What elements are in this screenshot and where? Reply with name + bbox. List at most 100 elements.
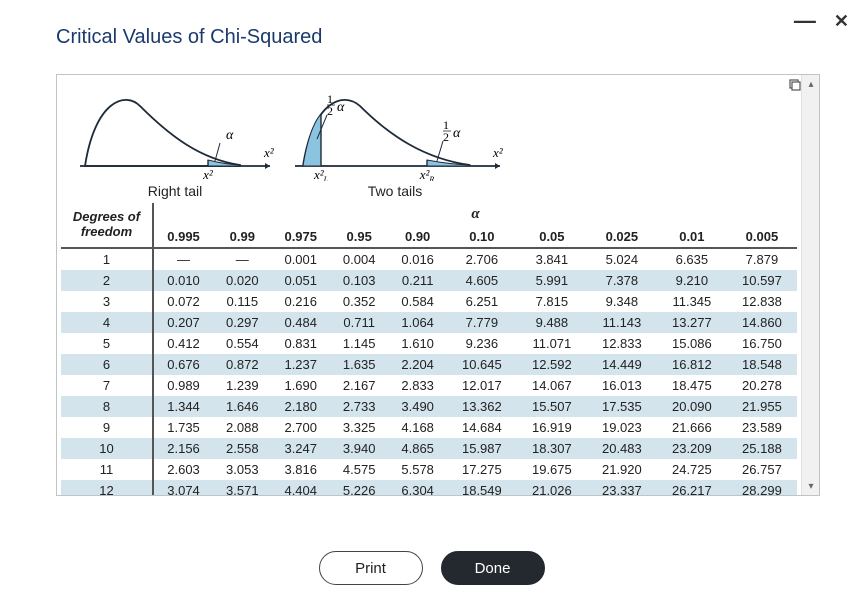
value-cell: 0.211 xyxy=(388,270,446,291)
table-row: 20.0100.0200.0510.1030.2114.6055.9917.37… xyxy=(61,270,797,291)
svg-text:2: 2 xyxy=(443,130,449,144)
value-cell: 9.348 xyxy=(587,291,657,312)
value-cell: 2.088 xyxy=(213,417,271,438)
value-cell: 21.666 xyxy=(657,417,727,438)
value-cell: 12.592 xyxy=(517,354,587,375)
content-panel: x² x² α Right tail xyxy=(56,74,820,496)
svg-text:x²: x² xyxy=(202,167,214,181)
value-cell: 12.833 xyxy=(587,333,657,354)
df-cell: 10 xyxy=(61,438,153,459)
value-cell: 23.337 xyxy=(587,480,657,495)
value-cell: 0.989 xyxy=(153,375,213,396)
value-cell: 1.646 xyxy=(213,396,271,417)
value-cell: 5.024 xyxy=(587,248,657,270)
value-cell: 4.575 xyxy=(330,459,388,480)
right-tail-caption: Right tail xyxy=(65,183,285,199)
value-cell: 2.603 xyxy=(153,459,213,480)
value-cell: 5.226 xyxy=(330,480,388,495)
value-cell: 19.023 xyxy=(587,417,657,438)
df-cell: 4 xyxy=(61,312,153,333)
value-cell: 2.558 xyxy=(213,438,271,459)
value-cell: 5.578 xyxy=(388,459,446,480)
value-cell: 2.706 xyxy=(447,248,517,270)
value-cell: — xyxy=(213,248,271,270)
chi-squared-table: Degrees of freedom α 0.9950.990.9750.950… xyxy=(61,203,797,495)
value-cell: 25.188 xyxy=(727,438,797,459)
value-cell: 21.955 xyxy=(727,396,797,417)
detach-icon[interactable] xyxy=(789,79,801,91)
value-cell: 0.020 xyxy=(213,270,271,291)
close-button[interactable]: ✕ xyxy=(834,12,849,30)
df-cell: 6 xyxy=(61,354,153,375)
value-cell: 0.831 xyxy=(272,333,330,354)
minimize-button[interactable]: — xyxy=(794,10,816,32)
two-tails-caption: Two tails xyxy=(285,183,505,199)
value-cell: 3.053 xyxy=(213,459,271,480)
value-cell: 15.086 xyxy=(657,333,727,354)
svg-text:x²: x² xyxy=(263,145,275,160)
page-title: Critical Values of Chi-Squared xyxy=(56,26,322,49)
done-button[interactable]: Done xyxy=(441,551,545,585)
svg-text:α: α xyxy=(337,100,345,115)
value-cell: 23.209 xyxy=(657,438,727,459)
table-row: 60.6760.8721.2371.6352.20410.64512.59214… xyxy=(61,354,797,375)
value-cell: 14.449 xyxy=(587,354,657,375)
value-cell: 0.103 xyxy=(330,270,388,291)
value-cell: 7.378 xyxy=(587,270,657,291)
value-cell: 2.167 xyxy=(330,375,388,396)
value-cell: 0.711 xyxy=(330,312,388,333)
value-cell: 3.247 xyxy=(272,438,330,459)
value-cell: 9.210 xyxy=(657,270,727,291)
value-cell: 21.920 xyxy=(587,459,657,480)
df-cell: 1 xyxy=(61,248,153,270)
value-cell: 0.001 xyxy=(272,248,330,270)
value-cell: 11.345 xyxy=(657,291,727,312)
alpha-col-6: 0.05 xyxy=(517,226,587,248)
alpha-col-2: 0.975 xyxy=(272,226,330,248)
df-cell: 5 xyxy=(61,333,153,354)
value-cell: 1.610 xyxy=(388,333,446,354)
value-cell: 1.344 xyxy=(153,396,213,417)
alpha-col-4: 0.90 xyxy=(388,226,446,248)
value-cell: 3.816 xyxy=(272,459,330,480)
value-cell: 12.838 xyxy=(727,291,797,312)
scroll-down-icon[interactable]: ▾ xyxy=(802,477,820,495)
value-cell: 12.017 xyxy=(447,375,517,396)
svg-text:α: α xyxy=(453,126,461,141)
df-header: Degrees of freedom xyxy=(61,203,153,248)
print-button[interactable]: Print xyxy=(319,551,423,585)
value-cell: 1.690 xyxy=(272,375,330,396)
df-cell: 9 xyxy=(61,417,153,438)
value-cell: 1.239 xyxy=(213,375,271,396)
value-cell: 16.919 xyxy=(517,417,587,438)
value-cell: 0.010 xyxy=(153,270,213,291)
value-cell: 7.879 xyxy=(727,248,797,270)
alpha-col-9: 0.005 xyxy=(727,226,797,248)
svg-text:x²: x² xyxy=(492,145,504,160)
table-row: 91.7352.0882.7003.3254.16814.68416.91919… xyxy=(61,417,797,438)
value-cell: 2.833 xyxy=(388,375,446,396)
value-cell: 2.700 xyxy=(272,417,330,438)
df-cell: 3 xyxy=(61,291,153,312)
value-cell: 18.475 xyxy=(657,375,727,396)
value-cell: 3.074 xyxy=(153,480,213,495)
value-cell: 0.072 xyxy=(153,291,213,312)
value-cell: 0.872 xyxy=(213,354,271,375)
value-cell: 3.940 xyxy=(330,438,388,459)
value-cell: 7.779 xyxy=(447,312,517,333)
value-cell: 1.064 xyxy=(388,312,446,333)
value-cell: 2.180 xyxy=(272,396,330,417)
value-cell: 0.554 xyxy=(213,333,271,354)
scroll-up-icon[interactable]: ▴ xyxy=(802,75,820,93)
value-cell: 17.275 xyxy=(447,459,517,480)
value-cell: 0.352 xyxy=(330,291,388,312)
right-tail-graph: x² x² α Right tail xyxy=(65,81,285,199)
alpha-col-8: 0.01 xyxy=(657,226,727,248)
svg-text:x²R: x²R xyxy=(419,167,435,181)
vertical-scrollbar[interactable]: ▴ ▾ xyxy=(801,75,819,495)
value-cell: 16.750 xyxy=(727,333,797,354)
table-row: 50.4120.5540.8311.1451.6109.23611.07112.… xyxy=(61,333,797,354)
df-cell: 2 xyxy=(61,270,153,291)
value-cell: 6.635 xyxy=(657,248,727,270)
value-cell: 0.016 xyxy=(388,248,446,270)
